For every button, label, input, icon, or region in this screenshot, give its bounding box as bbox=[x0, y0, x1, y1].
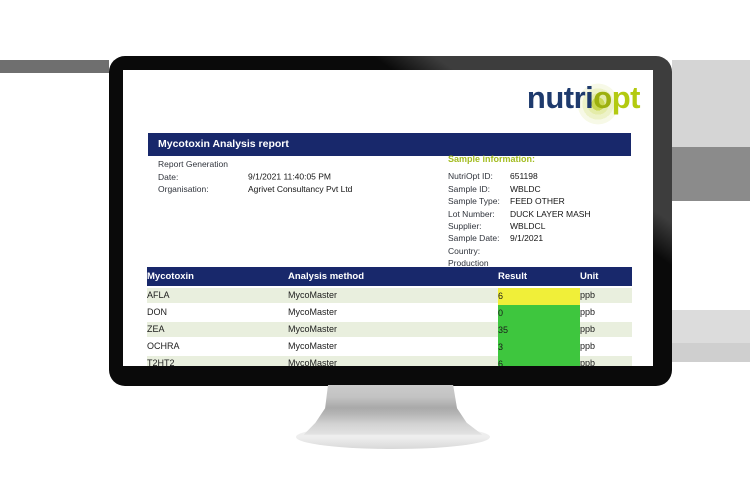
meta-value: Agrivet Consultancy Pvt Ltd bbox=[248, 184, 353, 194]
nutriopt-logo: nutriopt bbox=[526, 80, 641, 116]
meta-row: Organisation: Agrivet Consultancy Pvt Ltd bbox=[158, 183, 352, 196]
logo-text-pt: pt bbox=[611, 80, 641, 115]
report-title-bar: Mycotoxin Analysis report bbox=[148, 133, 631, 156]
cell-result: 3 bbox=[498, 339, 580, 356]
cell-mycotoxin: T2HT2 bbox=[147, 356, 288, 366]
report-meta: Report Generation Date: 9/1/2021 11:40:05… bbox=[158, 158, 352, 196]
table-row: OCHRA MycoMaster 3 ppb bbox=[147, 339, 632, 356]
background-artifact-band bbox=[672, 343, 750, 362]
cell-unit: ppb bbox=[580, 288, 632, 305]
background-artifact-band bbox=[672, 60, 750, 147]
meta-label: Report Generation Date: bbox=[158, 159, 228, 182]
cell-mycotoxin: ZEA bbox=[147, 322, 288, 339]
cell-result: 35 bbox=[498, 322, 580, 339]
column-header-mycotoxin: Mycotoxin bbox=[147, 267, 288, 288]
sample-field: NutriOpt ID: 651198 bbox=[448, 171, 538, 182]
report-title: Mycotoxin Analysis report bbox=[158, 138, 289, 150]
table-row: ZEA MycoMaster 35 ppb bbox=[147, 322, 632, 339]
background-artifact-band bbox=[0, 60, 109, 73]
cell-method: MycoMaster bbox=[288, 339, 498, 356]
logo-text-o: o bbox=[593, 80, 612, 115]
table-row: T2HT2 MycoMaster 6 ppb bbox=[147, 356, 632, 366]
sample-field: Country: bbox=[448, 245, 481, 256]
cell-result: 0 bbox=[498, 305, 580, 322]
column-header-result: Result bbox=[498, 267, 580, 288]
cell-mycotoxin: OCHRA bbox=[147, 339, 288, 356]
cell-mycotoxin: AFLA bbox=[147, 288, 288, 305]
cell-unit: ppb bbox=[580, 305, 632, 322]
sample-information: Sample information: NutriOpt ID: 651198 S… bbox=[448, 153, 591, 282]
monitor-frame: nutriopt Mycotoxin Analysis report Repor… bbox=[109, 56, 672, 386]
table-row: AFLA MycoMaster 6 ppb bbox=[147, 288, 632, 305]
monitor-stand-neck bbox=[303, 385, 483, 435]
meta-label: Organisation: bbox=[158, 184, 209, 194]
cell-unit: ppb bbox=[580, 356, 632, 366]
column-header-unit: Unit bbox=[580, 267, 632, 288]
logo-glow-icon bbox=[575, 81, 621, 127]
cell-method: MycoMaster bbox=[288, 356, 498, 366]
sample-info-heading: Sample information: bbox=[448, 154, 536, 164]
logo-text-nutri: nutri bbox=[526, 80, 594, 115]
screen: nutriopt Mycotoxin Analysis report Repor… bbox=[123, 70, 653, 366]
cell-mycotoxin: DON bbox=[147, 305, 288, 322]
background-artifact-band bbox=[672, 147, 750, 201]
meta-row: Report Generation Date: 9/1/2021 11:40:05… bbox=[158, 158, 352, 183]
sample-field: Supplier: WBLDCL bbox=[448, 221, 546, 232]
cell-unit: ppb bbox=[580, 322, 632, 339]
cell-result: 6 bbox=[498, 288, 580, 305]
table-row: DON MycoMaster 0 ppb bbox=[147, 305, 632, 322]
cell-method: MycoMaster bbox=[288, 305, 498, 322]
results-table: Mycotoxin Analysis method Result Unit AF… bbox=[147, 267, 632, 366]
sample-field: Sample Type: FEED OTHER bbox=[448, 196, 565, 207]
table-header-row: Mycotoxin Analysis method Result Unit bbox=[147, 267, 632, 288]
sample-field: Lot Number: DUCK LAYER MASH bbox=[448, 208, 591, 219]
sample-field: Sample Date: 9/1/2021 bbox=[448, 233, 544, 244]
meta-value: 9/1/2021 11:40:05 PM bbox=[248, 171, 332, 182]
cell-method: MycoMaster bbox=[288, 322, 498, 339]
cell-result: 6 bbox=[498, 356, 580, 366]
sample-field: Sample ID: WBLDC bbox=[448, 183, 541, 194]
cell-method: MycoMaster bbox=[288, 288, 498, 305]
cell-unit: ppb bbox=[580, 339, 632, 356]
monitor-stand bbox=[296, 385, 490, 449]
background-artifact-band bbox=[672, 310, 750, 343]
column-header-analysis-method: Analysis method bbox=[288, 267, 498, 288]
